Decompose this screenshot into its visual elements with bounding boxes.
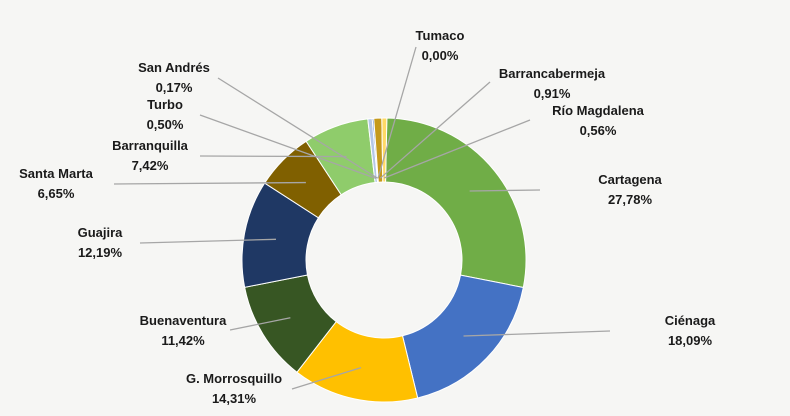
slice-rio-magdalena [381, 117, 388, 183]
value-label-guajira: 12,19% [78, 245, 123, 260]
category-label-turbo: Turbo [147, 97, 183, 112]
category-label-barranquilla: Barranquilla [112, 138, 189, 153]
category-label-cartagena: Cartagena [598, 172, 662, 187]
leader-line-g-morrosquillo [291, 366, 362, 390]
leader-line-cienaga [463, 330, 611, 337]
value-label-rio-magdalena: 0,56% [580, 123, 617, 138]
slice-cartagena [385, 117, 527, 289]
leader-line-san-andres [217, 77, 378, 179]
value-label-tumaco: 0,00% [422, 48, 459, 63]
category-label-tumaco: Tumaco [416, 28, 465, 43]
leader-lines-group [113, 46, 611, 390]
category-label-rio-magdalena: Río Magdalena [552, 103, 645, 118]
category-label-san-andres: San Andrés [138, 60, 210, 75]
leader-line-guajira [139, 238, 276, 244]
leader-line-turbo [199, 114, 377, 180]
slices-group [241, 117, 527, 403]
value-label-barranquilla: 7,42% [132, 158, 169, 173]
leader-line-rio-magdalena [383, 119, 531, 179]
category-label-santa-marta: Santa Marta [19, 166, 93, 181]
value-label-barrancabermeja: 0,91% [534, 86, 571, 101]
category-label-barrancabermeja: Barrancabermeja [499, 66, 606, 81]
value-label-santa-marta: 6,65% [38, 186, 75, 201]
leader-line-cartagena [469, 189, 541, 192]
value-label-g-morrosquillo: 14,31% [212, 391, 257, 406]
leader-line-tumaco [377, 46, 417, 179]
value-label-turbo: 0,50% [147, 117, 184, 132]
value-label-cartagena: 27,78% [608, 192, 653, 207]
value-label-san-andres: 0,17% [156, 80, 193, 95]
leader-line-barranquilla [199, 155, 347, 158]
value-label-buenaventura: 11,42% [161, 333, 205, 348]
leader-line-buenaventura [229, 317, 291, 331]
labels-group: Cartagena 27,78% Ciénaga 18,09% G. Morrosqui… [19, 28, 716, 406]
leader-line-santa-marta [113, 181, 306, 185]
leader-line-barrancabermeja [379, 81, 491, 179]
category-label-buenaventura: Buenaventura [140, 313, 227, 328]
category-label-cienaga: Ciénaga [665, 313, 716, 328]
slice-cienaga [401, 274, 524, 399]
category-label-guajira: Guajira [78, 225, 124, 240]
category-label-g-morrosquillo: G. Morrosquillo [186, 371, 282, 386]
value-label-cienaga: 18,09% [668, 333, 713, 348]
